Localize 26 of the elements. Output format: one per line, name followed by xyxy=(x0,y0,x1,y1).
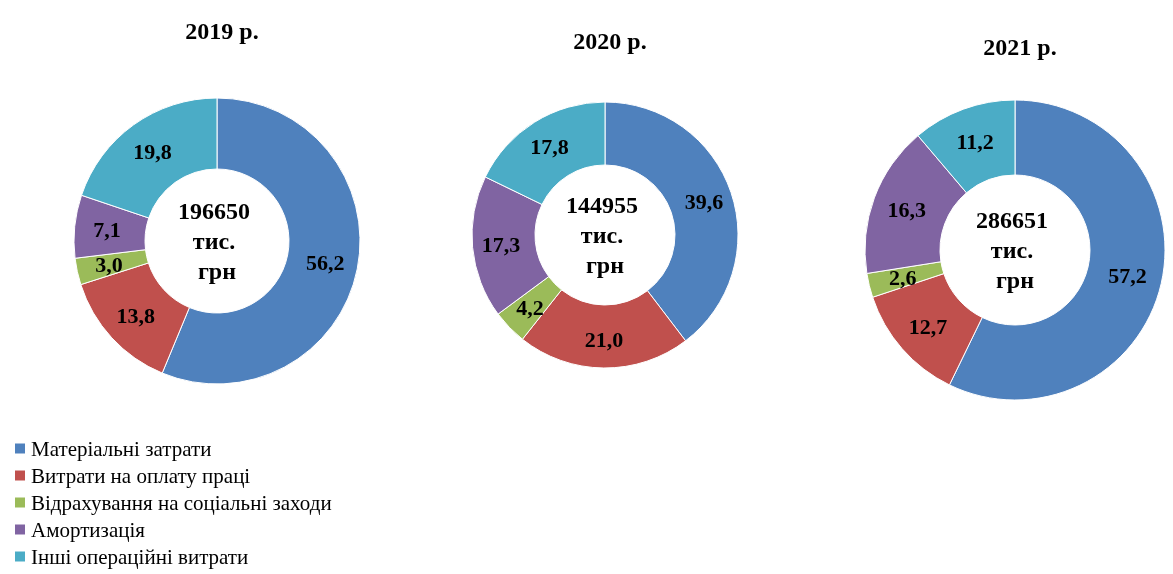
data-label: 2,6 xyxy=(889,264,917,290)
data-label: 17,3 xyxy=(481,232,521,258)
data-label: 12,7 xyxy=(908,313,948,339)
data-label: 11,2 xyxy=(956,129,994,155)
chart-title: 2019 р. xyxy=(185,18,259,44)
text: 196650 тис. грн xyxy=(178,198,256,284)
data-label: 17,8 xyxy=(530,133,569,159)
text: 144955 тис. грн xyxy=(566,192,644,278)
data-label: 13,8 xyxy=(116,303,155,329)
data-label: 7,1 xyxy=(93,217,121,243)
data-label: 21,0 xyxy=(584,327,624,352)
legend-label: Матеріальні затрати xyxy=(31,436,212,461)
data-label: 39,6 xyxy=(684,189,724,215)
legend-label: Витрати на оплату праці xyxy=(31,463,251,488)
data-label: 16,3 xyxy=(887,197,926,223)
legend-label: Амортизація xyxy=(31,517,146,542)
legend-label: Інші операційні витрати xyxy=(31,544,249,569)
chart-title: 2021 р. xyxy=(983,34,1057,60)
data-label: 56,2 xyxy=(306,250,345,276)
data-label: 4,2 xyxy=(516,295,544,321)
data-label: 3,0 xyxy=(95,252,123,278)
chart-title: 2020 р. xyxy=(573,28,647,54)
data-label: 19,8 xyxy=(133,138,172,164)
data-label: 57,2 xyxy=(1108,263,1147,289)
text: 286651 тис. грн xyxy=(976,207,1054,293)
legend-label: Відрахування на соціальні заходи xyxy=(31,490,332,515)
